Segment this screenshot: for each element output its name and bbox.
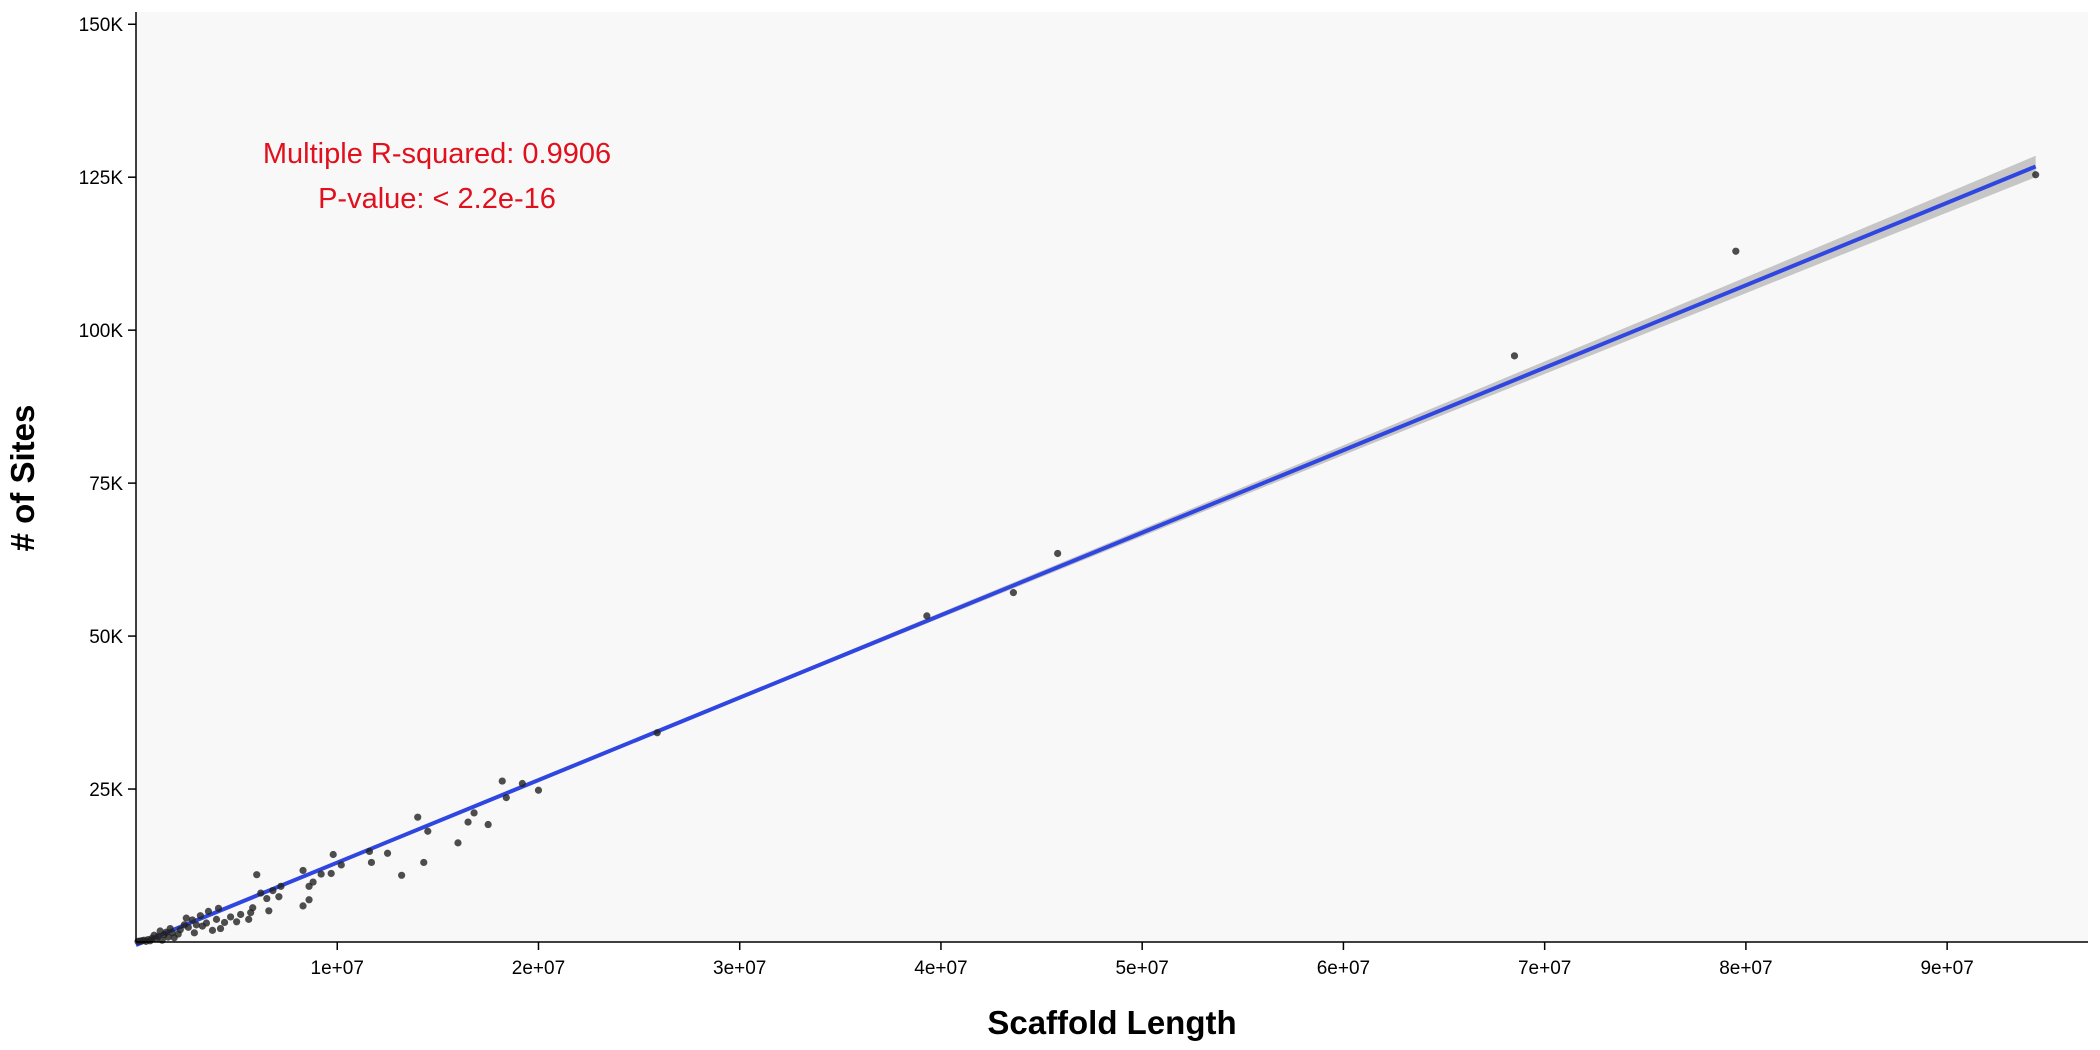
data-point [424, 827, 432, 835]
data-point [398, 871, 406, 879]
data-point [277, 882, 285, 890]
data-point [265, 907, 273, 915]
data-point [1054, 549, 1062, 558]
x-axis-ticks: 1e+07 2e+07 3e+07 4e+07 5e+07 6e+07 7e+07 8e+07… [311, 942, 1974, 979]
data-point [365, 847, 374, 856]
data-point [2032, 171, 2040, 179]
x-tick-label: 3e+07 [713, 958, 766, 979]
x-tick-label: 9e+07 [1920, 958, 1973, 979]
data-point [192, 921, 200, 929]
y-tick-label: 25K [89, 780, 123, 801]
data-point [275, 893, 283, 901]
y-axis-title: # of Sites [4, 405, 41, 552]
x-tick-label: 1e+07 [311, 958, 364, 979]
data-point [470, 809, 478, 817]
y-tick-label: 75K [89, 474, 123, 495]
data-point [414, 813, 422, 821]
data-point [534, 786, 543, 794]
data-point [653, 729, 661, 737]
data-point [212, 915, 221, 923]
data-point [257, 889, 265, 897]
data-point [198, 922, 207, 930]
x-tick-label: 7e+07 [1518, 958, 1571, 979]
data-point [464, 818, 472, 826]
data-point [237, 910, 245, 919]
data-point [269, 887, 277, 895]
data-point [454, 839, 462, 847]
data-point [263, 894, 271, 903]
data-point [484, 820, 492, 829]
data-point [498, 777, 506, 785]
x-tick-label: 8e+07 [1719, 958, 1772, 979]
data-point [162, 928, 170, 936]
data-point [420, 858, 428, 867]
data-point [923, 612, 931, 620]
data-point [245, 915, 253, 923]
data-point [233, 918, 241, 926]
data-point [337, 861, 345, 869]
data-point [305, 882, 313, 890]
y-tick-label: 150K [79, 15, 124, 36]
data-point [247, 909, 255, 917]
y-tick-label: 125K [79, 168, 124, 189]
data-point [180, 921, 188, 929]
data-point [367, 858, 376, 867]
data-point [196, 912, 204, 920]
data-point [220, 918, 229, 927]
fit-line-layer [135, 164, 2037, 947]
data-point [152, 935, 160, 943]
y-tick-label: 100K [79, 321, 124, 342]
x-tick-label: 6e+07 [1317, 958, 1370, 979]
y-axis-ticks: 25K 50K 75K 100K 125K 150K [79, 15, 136, 801]
data-point [226, 913, 235, 921]
x-tick-label: 4e+07 [914, 958, 967, 979]
data-point [204, 907, 213, 916]
regression-line [135, 164, 2037, 947]
data-point [182, 914, 190, 922]
r-squared-annotation: Multiple R-squared: 0.9906 [263, 138, 611, 170]
data-point [156, 927, 164, 935]
plot-panel [136, 12, 2088, 942]
data-point [1510, 352, 1519, 360]
data-point [502, 794, 510, 802]
data-point [518, 779, 526, 788]
data-point [1009, 589, 1017, 597]
data-point [327, 869, 335, 878]
x-axis-title: Scaffold Length [987, 1004, 1236, 1041]
data-point [299, 866, 307, 875]
data-point [1732, 247, 1740, 255]
x-tick-label: 2e+07 [512, 958, 565, 979]
data-points-layer [134, 171, 2040, 945]
data-point [214, 904, 223, 912]
data-point [329, 850, 337, 859]
data-point [190, 929, 198, 937]
data-point [317, 870, 325, 878]
data-point [216, 924, 225, 933]
data-point [299, 902, 307, 910]
data-point [253, 871, 261, 879]
y-tick-label: 50K [89, 627, 123, 648]
data-point [383, 849, 392, 857]
data-point [174, 930, 182, 938]
data-point [208, 926, 217, 934]
p-value-annotation: P-value: < 2.2e-16 [318, 183, 556, 215]
x-tick-label: 5e+07 [1115, 958, 1168, 979]
data-point [305, 896, 313, 904]
data-point [188, 916, 196, 924]
